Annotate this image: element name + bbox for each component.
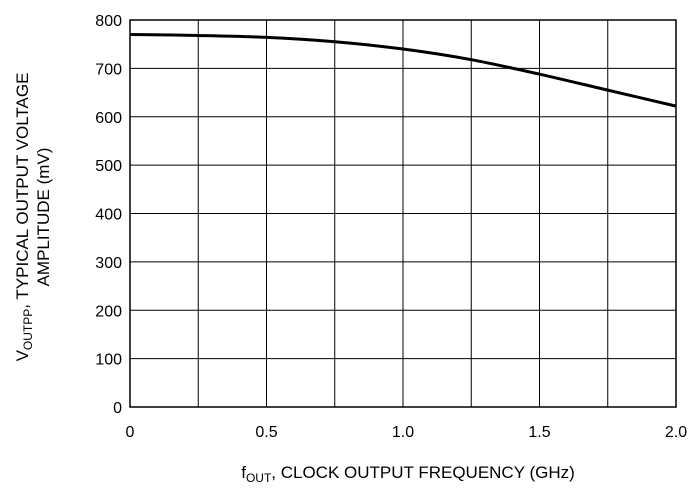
grid — [129, 19, 677, 408]
tick-labels: 0 100 200 300 400 500 600 700 800 0 0.5 1.0 1.5 2.0 — [95, 13, 687, 441]
series-line-0 — [129, 33, 677, 108]
x-tick-label-4: 2.0 — [665, 424, 687, 441]
svg-text:VOUTPP, TYPICAL OUTPUT VOLTAGE: VOUTPP, TYPICAL OUTPUT VOLTAGE — [13, 73, 35, 362]
y-tick-label-7: 700 — [95, 61, 122, 78]
y-tick-label-3: 300 — [95, 255, 122, 272]
plot-frame — [129, 19, 677, 408]
series-layer — [129, 33, 677, 108]
y-tick-label-2: 200 — [95, 303, 122, 320]
y-tick-label-0: 0 — [113, 400, 122, 417]
y-tick-label-4: 400 — [95, 207, 122, 224]
y-axis-title: VOUTPP, TYPICAL OUTPUT VOLTAGE AMPLITUDE… — [13, 73, 53, 362]
y-tick-label-8: 800 — [95, 13, 122, 30]
y-tick-label-6: 600 — [95, 110, 122, 127]
x-tick-label-0: 0 — [126, 424, 135, 441]
x-tick-label-3: 1.5 — [528, 424, 550, 441]
y-tick-label-5: 500 — [95, 158, 122, 175]
x-tick-label-2: 1.0 — [392, 424, 414, 441]
x-tick-label-1: 0.5 — [255, 424, 277, 441]
y-tick-label-1: 100 — [95, 352, 122, 369]
x-axis-title: fOUT, CLOCK OUTPUT FREQUENCY (GHz) — [241, 463, 575, 485]
svg-text:AMPLITUDE (mV): AMPLITUDE (mV) — [34, 148, 53, 287]
